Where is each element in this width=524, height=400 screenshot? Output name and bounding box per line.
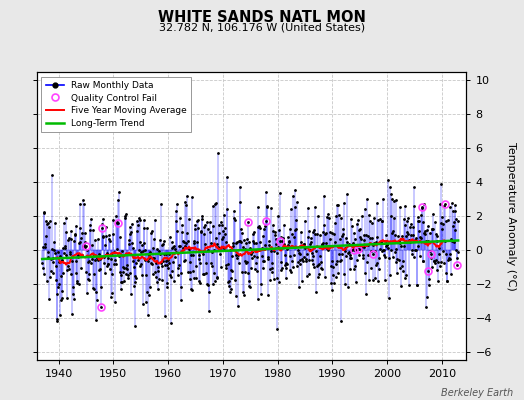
Text: Berkeley Earth: Berkeley Earth <box>441 388 514 398</box>
Text: 32.782 N, 106.176 W (United States): 32.782 N, 106.176 W (United States) <box>159 22 365 32</box>
Legend: Raw Monthly Data, Quality Control Fail, Five Year Moving Average, Long-Term Tren: Raw Monthly Data, Quality Control Fail, … <box>41 76 191 132</box>
Text: WHITE SANDS NATL MON: WHITE SANDS NATL MON <box>158 10 366 25</box>
Y-axis label: Temperature Anomaly (°C): Temperature Anomaly (°C) <box>506 142 516 290</box>
